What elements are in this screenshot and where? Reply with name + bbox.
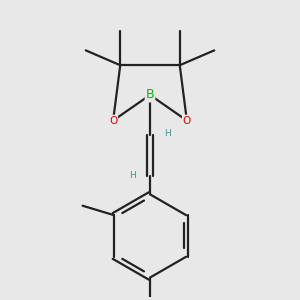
Text: H: H xyxy=(129,171,136,180)
Text: H: H xyxy=(164,129,171,138)
Text: B: B xyxy=(146,88,154,101)
Text: O: O xyxy=(109,116,117,126)
Text: O: O xyxy=(183,116,191,126)
